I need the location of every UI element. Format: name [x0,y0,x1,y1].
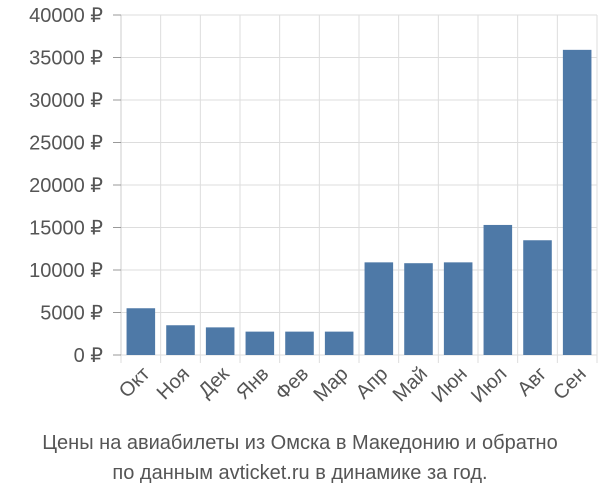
bar-3 [205,327,235,355]
x-tick-label: Май [389,363,432,406]
y-tick-label: 25000 ₽ [29,133,103,155]
y-tick-label: 15000 ₽ [29,218,103,240]
bars [126,49,592,355]
bar-12 [562,49,592,355]
grid-lines [120,14,598,363]
bar-7 [364,262,394,355]
x-tick-label: Янв [232,363,273,404]
x-tick-label: Дек [195,363,234,402]
bar-5 [285,331,314,355]
x-tick-label: Окт [115,363,154,402]
bar-10 [483,224,513,355]
y-tick-label: 30000 ₽ [29,90,103,112]
x-tick-label: Июн [428,363,472,407]
chart-caption-line-1: Цены на авиабилеты из Омска в Македонию … [42,432,558,454]
y-tick-label: 35000 ₽ [29,48,103,70]
x-tick-label: Авг [513,363,551,401]
y-tick-label: 0 ₽ [74,345,104,367]
x-tick-label: Июл [467,363,511,407]
y-tick-label: 10000 ₽ [29,260,103,282]
x-tick-label: Фев [271,363,313,405]
y-tick-label: 20000 ₽ [29,175,103,197]
bar-1 [126,308,156,355]
x-tick-label: Апр [352,363,393,404]
x-tick-label: Ноя [153,363,194,404]
y-axis-ticks: 0 ₽ 5000 ₽ 10000 ₽ 15000 ₽ 20000 ₽ 25000 ₽ 300… [29,5,121,367]
y-tick-label: 40000 ₽ [29,5,103,27]
bar-9 [443,262,473,355]
bar-4 [245,331,275,355]
x-tick-label: Мар [309,363,352,406]
x-tick-label: Сен [549,363,590,404]
bar-2 [166,325,195,355]
bar-11 [523,240,552,355]
bar-6 [324,331,354,355]
chart-caption-line-2: по данным avticket.ru в динамике за год. [112,462,488,484]
y-tick-label: 5000 ₽ [40,303,103,325]
bar-chart: 0 ₽ 5000 ₽ 10000 ₽ 15000 ₽ 20000 ₽ 25000 ₽ 300… [29,5,598,407]
bar-8 [404,263,433,355]
